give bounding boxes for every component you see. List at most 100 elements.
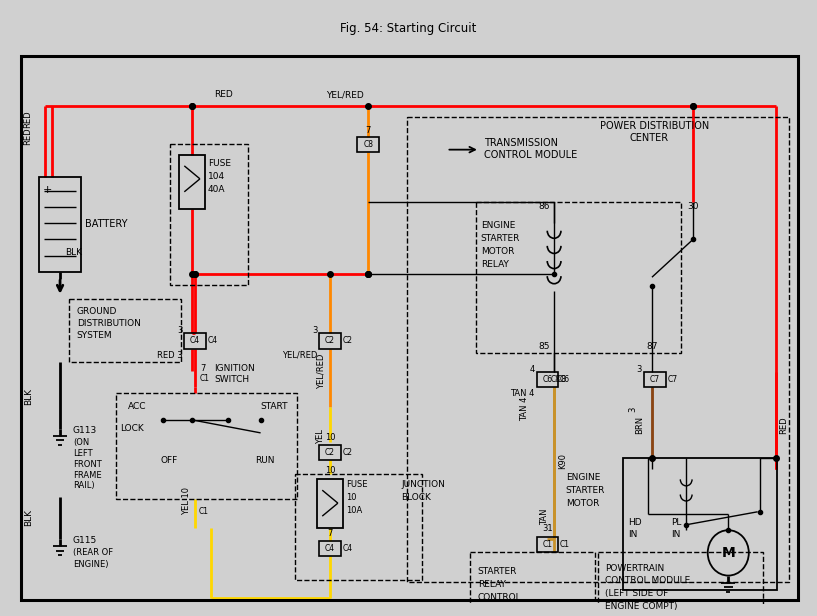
Text: STARTER: STARTER xyxy=(566,485,605,495)
Bar xyxy=(537,372,558,387)
Text: CONTROL MODULE: CONTROL MODULE xyxy=(605,577,690,585)
Text: YEL 10: YEL 10 xyxy=(182,487,191,515)
Text: C8: C8 xyxy=(557,375,567,384)
Text: YEL/RED: YEL/RED xyxy=(282,351,317,360)
Text: C7: C7 xyxy=(667,375,678,384)
Text: (ON: (ON xyxy=(73,438,89,447)
Text: YEL/RED: YEL/RED xyxy=(316,354,325,389)
Text: SYSTEM: SYSTEM xyxy=(77,331,112,340)
Bar xyxy=(644,372,666,387)
Text: GROUND: GROUND xyxy=(77,307,117,316)
Text: BRN: BRN xyxy=(635,416,644,434)
Bar xyxy=(358,137,379,152)
Text: FUSE: FUSE xyxy=(208,159,230,168)
Text: RELAY: RELAY xyxy=(480,260,509,269)
Text: IN: IN xyxy=(628,530,638,539)
Text: C1: C1 xyxy=(199,508,209,516)
Text: ENGINE COMPT): ENGINE COMPT) xyxy=(605,602,677,612)
Text: HD: HD xyxy=(628,518,642,527)
Text: START: START xyxy=(261,402,288,411)
Text: C4: C4 xyxy=(190,336,200,346)
Text: 3: 3 xyxy=(312,326,317,334)
Text: C8: C8 xyxy=(364,140,373,148)
Text: POWERTRAIN: POWERTRAIN xyxy=(605,564,664,572)
Text: M: M xyxy=(721,546,735,560)
Text: RED 3: RED 3 xyxy=(157,351,182,360)
Text: BLK: BLK xyxy=(24,387,33,405)
Text: 4: 4 xyxy=(529,365,534,373)
Text: OFF: OFF xyxy=(161,456,178,466)
Bar xyxy=(170,144,248,285)
Text: ENGINE: ENGINE xyxy=(480,221,515,230)
Text: LOCK: LOCK xyxy=(120,424,144,433)
Bar xyxy=(185,333,206,349)
Text: CONTROL MODULE: CONTROL MODULE xyxy=(484,150,577,160)
Bar xyxy=(598,552,762,616)
Text: C6: C6 xyxy=(542,375,552,384)
Text: 3: 3 xyxy=(636,365,642,373)
Bar xyxy=(408,117,789,582)
Text: C1: C1 xyxy=(542,540,552,549)
Text: C2: C2 xyxy=(343,336,353,346)
Text: (REAR OF: (REAR OF xyxy=(73,548,113,557)
Bar xyxy=(116,393,297,499)
Text: DISTRIBUTION: DISTRIBUTION xyxy=(77,319,141,328)
Bar xyxy=(319,445,341,460)
Text: 31: 31 xyxy=(542,524,552,533)
Text: ENGINE: ENGINE xyxy=(566,472,600,482)
Text: (LEFT SIDE OF: (LEFT SIDE OF xyxy=(605,590,668,599)
Text: LEFT: LEFT xyxy=(73,449,92,458)
Bar xyxy=(69,299,181,362)
Bar xyxy=(319,333,341,349)
Text: TRANSMISSION: TRANSMISSION xyxy=(484,138,558,148)
Text: C6: C6 xyxy=(560,375,570,384)
Bar xyxy=(180,155,205,209)
Text: 86: 86 xyxy=(538,203,550,211)
Text: TAN: TAN xyxy=(540,509,549,525)
Text: C2: C2 xyxy=(325,336,335,346)
Text: RAIL): RAIL) xyxy=(73,481,95,490)
Text: C1: C1 xyxy=(560,540,570,549)
Text: POWER DISTRIBUTION: POWER DISTRIBUTION xyxy=(600,121,709,131)
Text: 10A: 10A xyxy=(346,506,362,515)
Text: STARTER: STARTER xyxy=(480,234,520,243)
Text: RELAY: RELAY xyxy=(478,580,506,589)
Text: BATTERY: BATTERY xyxy=(84,219,127,229)
Text: 7: 7 xyxy=(200,363,205,373)
Text: +: + xyxy=(42,185,51,195)
Text: BLOCK: BLOCK xyxy=(401,493,431,502)
Text: MOTOR: MOTOR xyxy=(480,247,514,256)
Text: C2: C2 xyxy=(343,448,353,457)
Text: 87: 87 xyxy=(646,342,658,351)
Text: BLK: BLK xyxy=(65,248,82,257)
Text: K90: K90 xyxy=(558,453,567,469)
Text: 10: 10 xyxy=(325,466,335,475)
Text: FUSE: FUSE xyxy=(346,480,367,489)
Text: FRAME: FRAME xyxy=(73,471,101,479)
Text: 40A: 40A xyxy=(208,185,225,194)
Text: 3: 3 xyxy=(628,407,637,411)
Text: IN: IN xyxy=(672,530,681,539)
Text: 7: 7 xyxy=(328,529,333,538)
Text: ACC: ACC xyxy=(127,402,146,411)
Text: BLK: BLK xyxy=(24,509,33,525)
Text: RED: RED xyxy=(779,416,788,434)
Text: 104: 104 xyxy=(208,172,225,181)
Text: C7: C7 xyxy=(650,375,660,384)
Text: RED: RED xyxy=(23,110,32,128)
Text: 7: 7 xyxy=(365,126,371,134)
Text: G113: G113 xyxy=(73,426,97,436)
Bar xyxy=(537,537,558,552)
Bar xyxy=(39,177,81,272)
Text: JUNCTION: JUNCTION xyxy=(401,480,445,489)
Text: C2: C2 xyxy=(325,448,335,457)
Bar xyxy=(317,479,343,528)
Bar xyxy=(475,201,681,353)
Text: STARTER: STARTER xyxy=(478,567,517,576)
Bar xyxy=(623,458,777,590)
Text: 85: 85 xyxy=(538,342,550,351)
Text: PL: PL xyxy=(672,518,682,527)
Text: TAN 4: TAN 4 xyxy=(510,389,534,399)
Text: YEL: YEL xyxy=(316,429,325,444)
Bar xyxy=(295,474,422,580)
